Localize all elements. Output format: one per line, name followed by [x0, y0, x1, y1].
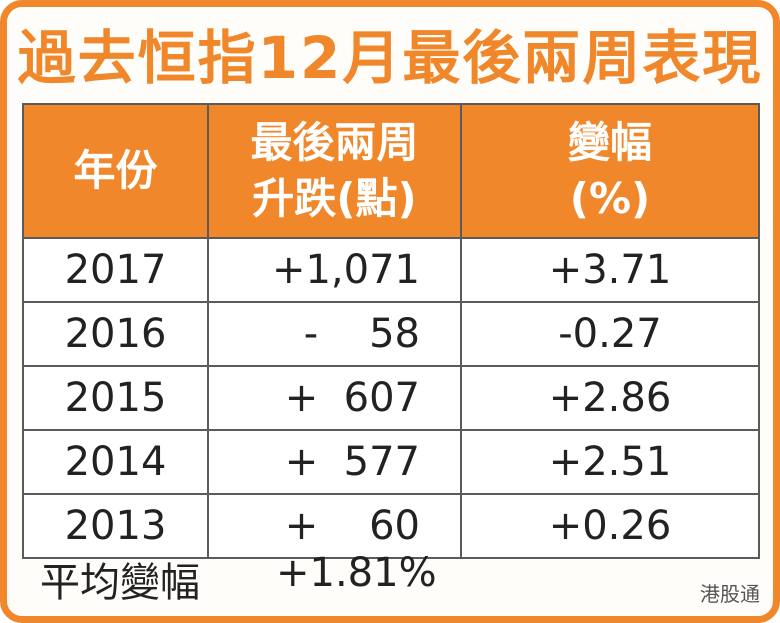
average-value: +1.81% [276, 550, 437, 596]
header-cell: 變幅 (%) [460, 103, 760, 239]
points-cell: + 577 [207, 429, 462, 495]
header-text: 變幅 [567, 118, 652, 167]
table-body: 2017 +1,071 +3.71 2016- 58 -0.27 2015 + 607 +2.… [22, 237, 760, 559]
table-row: 2016- 58 -0.27 [22, 301, 760, 367]
year-cell: 2017 [22, 237, 209, 303]
points-cell: + 607 [207, 365, 462, 431]
percent-cell: +2.86 [460, 365, 760, 431]
year-cell: 2015 [22, 365, 209, 431]
points-cell: + 60 [207, 493, 462, 559]
percent-cell: +2.51 [460, 429, 760, 495]
header-text: (%) [569, 174, 651, 223]
percent-cell: -0.27 [460, 301, 760, 367]
points-cell: - 58 [207, 301, 462, 367]
table-row: 2015 + 607 +2.86 [22, 365, 760, 431]
table-header: 年份 最後兩周升跌(點) 變幅 (%) [22, 103, 760, 239]
table-row: 2017 +1,071 +3.71 [22, 237, 760, 303]
table-row: 2014 + 577 +2.51 [22, 429, 760, 495]
percent-cell: +3.71 [460, 237, 760, 303]
header-cell: 年份 [22, 103, 209, 239]
year-cell: 2013 [22, 493, 209, 559]
header-cell: 最後兩周升跌(點) [207, 103, 462, 239]
year-cell: 2016 [22, 301, 209, 367]
table-row: 2013 + 60 +0.26 [22, 493, 760, 559]
watermark: 港股通 [700, 582, 760, 606]
header-text: 年份 [73, 146, 158, 195]
year-cell: 2014 [22, 429, 209, 495]
header-row: 年份 最後兩周升跌(點) 變幅 (%) [22, 103, 760, 239]
header-text: 最後兩周 [250, 118, 419, 167]
header-text: 升跌(點) [252, 174, 417, 223]
table: 年份 最後兩周 升跌(點) 變幅 (%) 2017 +1,071 +3.71 2016- … [22, 103, 760, 559]
average-label: 平均變幅 [40, 560, 200, 606]
title: 過去恒指12月最後兩周表現 [17, 24, 763, 92]
points-cell: +1,071 [207, 237, 462, 303]
percent-cell: +0.26 [460, 493, 760, 559]
